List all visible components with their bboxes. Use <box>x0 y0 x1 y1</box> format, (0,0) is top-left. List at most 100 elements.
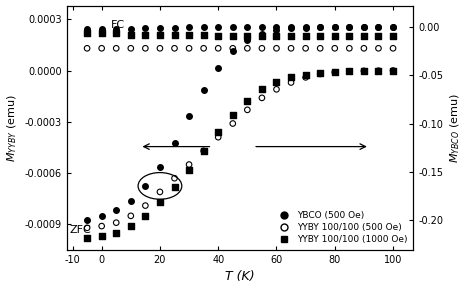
Point <box>360 25 368 29</box>
Point <box>331 25 338 29</box>
Point <box>214 34 222 39</box>
Point <box>302 25 309 29</box>
Point <box>375 46 382 51</box>
Point <box>360 46 368 51</box>
Point <box>287 80 295 85</box>
Point <box>142 214 149 218</box>
Point <box>345 25 353 29</box>
Point <box>258 87 266 92</box>
Point <box>244 99 251 103</box>
Point <box>98 27 105 31</box>
Point <box>244 34 251 39</box>
Point <box>360 34 368 39</box>
Point <box>200 88 207 92</box>
Point <box>171 32 178 37</box>
Point <box>389 34 397 39</box>
Point <box>302 75 309 80</box>
Point <box>316 72 324 76</box>
Point <box>112 46 120 51</box>
Point <box>112 31 120 35</box>
Point <box>127 46 134 51</box>
Point <box>389 25 397 29</box>
Point <box>185 114 193 118</box>
Point <box>389 25 397 29</box>
Point <box>273 25 280 29</box>
Point <box>156 32 164 37</box>
Point <box>185 46 193 51</box>
Point <box>287 26 295 31</box>
Point <box>258 34 266 39</box>
Point <box>98 234 105 239</box>
Point <box>302 73 309 77</box>
Point <box>316 25 324 29</box>
Point <box>98 31 105 35</box>
Point <box>244 46 251 51</box>
Point <box>214 46 222 51</box>
Point <box>316 46 324 51</box>
Point <box>214 65 222 70</box>
Y-axis label: $M_{YYBY}$ (emu): $M_{YYBY}$ (emu) <box>6 94 19 162</box>
Point <box>229 46 236 51</box>
Point <box>127 224 134 228</box>
Point <box>331 70 338 74</box>
Point <box>142 203 149 208</box>
Point <box>185 167 193 172</box>
Point <box>83 218 91 223</box>
Point <box>185 162 193 167</box>
Point <box>258 25 266 29</box>
Point <box>345 46 353 51</box>
Y-axis label: $M_{YBCO}$ (emu): $M_{YBCO}$ (emu) <box>449 93 462 163</box>
Point <box>214 25 222 29</box>
Point <box>360 68 368 73</box>
Point <box>185 25 193 29</box>
Point <box>200 32 207 37</box>
Point <box>375 34 382 39</box>
Point <box>360 68 368 73</box>
Point <box>200 46 207 51</box>
Point <box>375 25 382 29</box>
Point <box>273 80 280 85</box>
Point <box>142 46 149 51</box>
Point <box>389 68 397 73</box>
Point <box>331 46 338 51</box>
Point <box>229 34 236 39</box>
Point <box>112 220 120 225</box>
Point <box>229 25 236 29</box>
Point <box>258 96 266 100</box>
Point <box>171 140 178 145</box>
Point <box>287 25 295 29</box>
Point <box>127 214 134 218</box>
Point <box>302 46 309 51</box>
Point <box>345 69 353 74</box>
Point <box>389 46 397 51</box>
Point <box>142 26 149 31</box>
Legend: YBCO (500 Oe), YYBY 100/100 (500 Oe), YYBY 100/100 (1000 Oe): YBCO (500 Oe), YYBY 100/100 (500 Oe), YY… <box>273 210 409 246</box>
Point <box>98 214 105 218</box>
Point <box>156 165 164 169</box>
Point <box>389 68 397 73</box>
Point <box>229 121 236 126</box>
Point <box>112 231 120 235</box>
Point <box>142 184 149 189</box>
Point <box>156 200 164 205</box>
Point <box>83 225 91 230</box>
Point <box>127 26 134 31</box>
Point <box>360 25 368 29</box>
Point <box>83 31 91 35</box>
Point <box>98 224 105 228</box>
Point <box>156 46 164 51</box>
Point <box>258 32 266 36</box>
Point <box>156 190 164 194</box>
Point <box>258 46 266 51</box>
Point <box>302 34 309 39</box>
Point <box>331 34 338 39</box>
Point <box>112 208 120 213</box>
Point <box>375 25 382 29</box>
Point <box>200 25 207 29</box>
Point <box>316 25 324 29</box>
Point <box>316 71 324 75</box>
Point <box>142 32 149 37</box>
Point <box>244 108 251 112</box>
Point <box>287 75 295 80</box>
Point <box>244 37 251 42</box>
